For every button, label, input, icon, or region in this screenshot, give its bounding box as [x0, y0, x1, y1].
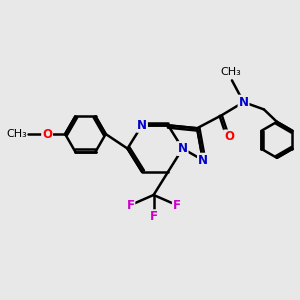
- Text: N: N: [198, 154, 208, 167]
- Text: O: O: [224, 130, 234, 143]
- Text: O: O: [42, 128, 52, 140]
- Text: CH₃: CH₃: [220, 67, 241, 77]
- Text: F: F: [150, 210, 158, 223]
- Text: N: N: [238, 96, 248, 109]
- Text: N: N: [178, 142, 188, 155]
- Text: CH₃: CH₃: [6, 129, 27, 139]
- Text: F: F: [126, 199, 134, 212]
- Text: F: F: [173, 199, 181, 212]
- Text: N: N: [137, 119, 147, 132]
